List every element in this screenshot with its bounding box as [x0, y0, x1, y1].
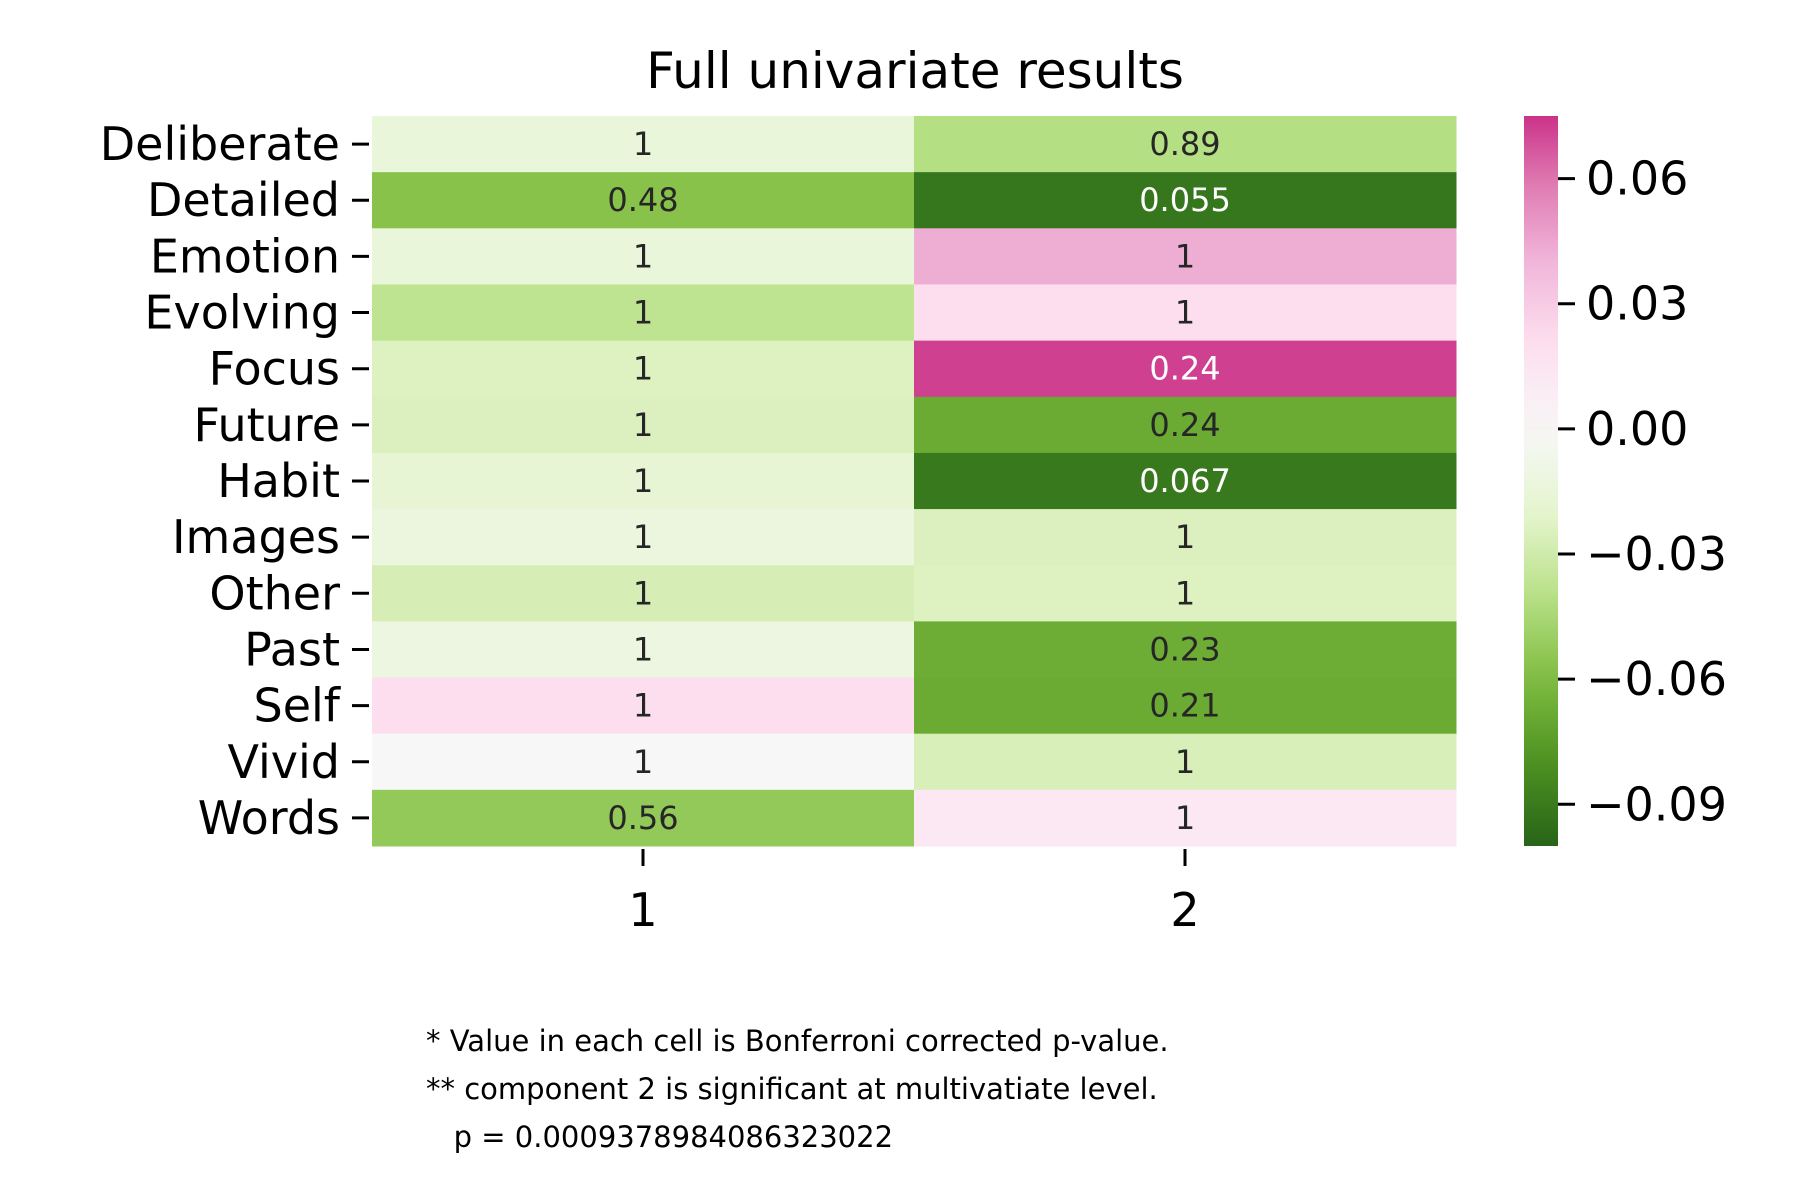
cell-annotation: 0.067: [1139, 462, 1231, 500]
y-tick-label: Focus: [209, 342, 340, 396]
cell-annotation: 1: [1175, 294, 1195, 332]
heatmap-cell: [914, 621, 1457, 679]
cell-annotation: 0.23: [1149, 630, 1220, 668]
cell-annotation: 0.24: [1149, 406, 1220, 444]
cell-annotation: 1: [633, 125, 653, 163]
y-tick-label: Evolving: [144, 286, 340, 340]
cell-annotation: 1: [633, 518, 653, 556]
colorbar-tick-label: −0.03: [1586, 527, 1727, 581]
heatmap-cell: [372, 509, 915, 566]
chart-title: Full univariate results: [646, 42, 1184, 100]
footnote-line-2: ** component 2 is significant at multiva…: [426, 1072, 1158, 1106]
heatmap-cell: [914, 565, 1457, 622]
y-tick-label: Future: [194, 398, 341, 452]
cell-annotation: 0.055: [1139, 181, 1231, 219]
cell-annotation: 1: [1175, 799, 1195, 837]
cell-annotation: 1: [633, 462, 653, 500]
cell-annotation: 0.56: [607, 799, 678, 837]
cell-annotation: 1: [633, 237, 653, 275]
heatmap-cell: [914, 452, 1457, 510]
heatmap-cell: [372, 733, 915, 791]
heatmap-cell: [372, 452, 915, 510]
colorbar-tick-label: 0.00: [1586, 402, 1688, 456]
cell-annotation: 0.21: [1149, 687, 1220, 725]
cell-annotation: 1: [1175, 743, 1195, 781]
heatmap-cell: [372, 228, 915, 285]
y-tick-label: Self: [254, 679, 342, 733]
x-tick-label: 2: [1170, 883, 1199, 937]
heatmap-cell: [372, 284, 915, 342]
cell-annotation: 1: [1175, 518, 1195, 556]
heatmap-cell: [914, 396, 1457, 454]
heatmap-cell: [914, 340, 1457, 398]
heatmap-cell: [914, 116, 1457, 173]
cell-annotation: 1: [1175, 574, 1195, 612]
y-tick-label: Emotion: [150, 229, 340, 283]
cell-annotation: 1: [1175, 237, 1195, 275]
heatmap-cell: [372, 789, 915, 847]
heatmap-cell: [914, 284, 1457, 342]
heatmap-cell: [914, 677, 1457, 735]
heatmap-cell: [914, 228, 1457, 285]
footnote-line-1: * Value in each cell is Bonferroni corre…: [426, 1024, 1169, 1058]
cell-annotation: 1: [633, 574, 653, 612]
x-tick-label: 1: [628, 883, 657, 937]
heatmap-cells: [372, 116, 1457, 847]
heatmap-cell: [372, 677, 915, 735]
heatmap-cell: [372, 396, 915, 454]
y-tick-label: Detailed: [147, 173, 340, 227]
y-axis: DeliberateDetailedEmotionEvolvingFocusFu…: [100, 117, 369, 845]
colorbar: [1524, 116, 1558, 846]
cell-annotation: 1: [633, 350, 653, 388]
colorbar-tick-label: −0.09: [1586, 777, 1727, 831]
y-tick-label: Other: [209, 566, 340, 620]
heatmap-cell: [372, 565, 915, 622]
cell-annotation: 1: [633, 687, 653, 725]
cell-annotation: 1: [633, 630, 653, 668]
heatmap-cell: [914, 733, 1457, 791]
colorbar-ticks: 0.06 0.03 0.00 −0.03 −0.06 −0.09: [1558, 152, 1727, 831]
heatmap-cell: [372, 621, 915, 679]
colorbar-tick-label: −0.06: [1586, 652, 1727, 706]
y-tick-label: Deliberate: [100, 117, 340, 171]
y-tick-label: Words: [198, 791, 340, 845]
heatmap-cell: [372, 340, 915, 398]
heatmap-annotations: 1 0.89 0.48 0.055 1 1 1 1 1 0.24 1 0.24 1 0.067 1 1 1 1 1 0…: [607, 125, 1230, 837]
colorbar-tick-label: 0.06: [1586, 152, 1688, 206]
cell-annotation: 0.48: [607, 181, 678, 219]
y-tick-label: Past: [244, 622, 340, 676]
heatmap-cell: [914, 172, 1457, 229]
y-tick-label: Images: [172, 510, 340, 564]
cell-annotation: 0.24: [1149, 350, 1220, 388]
heatmap-cell: [372, 116, 915, 173]
cell-annotation: 1: [633, 406, 653, 444]
y-tick-label: Habit: [217, 454, 340, 508]
footnote-line-3: p = 0.0009378984086323022: [426, 1120, 894, 1154]
y-tick-label: Vivid: [228, 735, 340, 789]
cell-annotation: 1: [633, 294, 653, 332]
heatmap-cell: [372, 172, 915, 229]
cell-annotation: 1: [633, 743, 653, 781]
cell-annotation: 0.89: [1149, 125, 1220, 163]
colorbar-tick-label: 0.03: [1586, 277, 1688, 331]
heatmap-cell: [914, 789, 1457, 847]
heatmap-cell: [914, 509, 1457, 566]
